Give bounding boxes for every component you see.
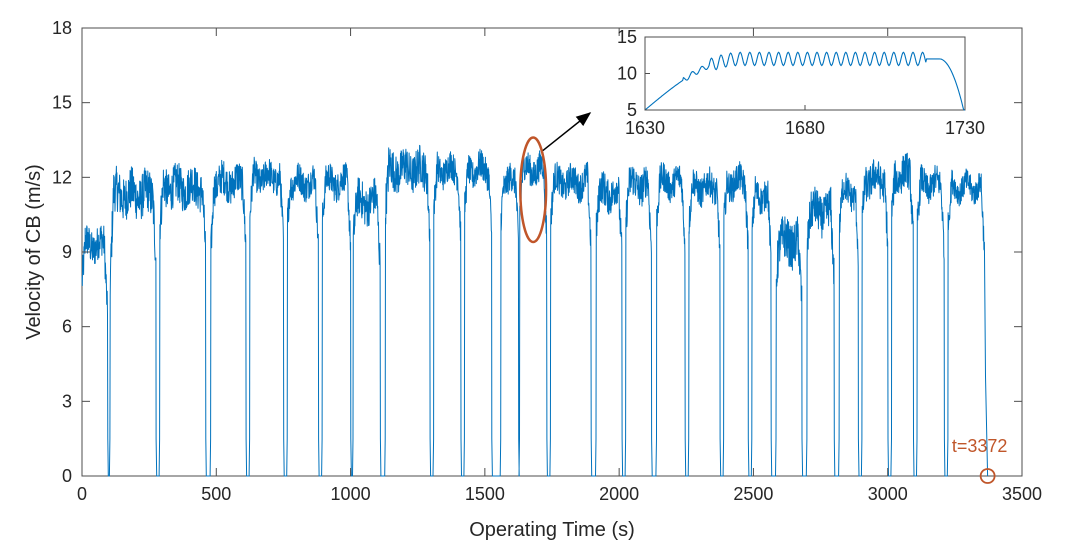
y-tick-label: 9	[62, 242, 72, 262]
x-tick-label: 2500	[733, 484, 773, 504]
inset-x-axis-ticks: 1630 1680 1730	[625, 105, 985, 138]
x-tick-label: 1500	[465, 484, 505, 504]
x-tick-label: 3000	[868, 484, 908, 504]
y-tick-label: 15	[52, 93, 72, 113]
x-tick-label: 2000	[599, 484, 639, 504]
velocity-line	[81, 144, 989, 477]
x-tick-label: 0	[77, 484, 87, 504]
inset-x-tick-label: 1730	[945, 118, 985, 138]
y-tick-label: 0	[62, 466, 72, 486]
highlight-ellipse	[519, 136, 548, 244]
x-axis-ticks: 0 500 1000 1500 2000 2500 3000 3500	[77, 28, 1042, 504]
inset-y-tick-label: 5	[627, 100, 637, 120]
y-tick-label: 18	[52, 18, 72, 38]
inset-x-tick-label: 1680	[785, 118, 825, 138]
end-marker-circle	[979, 468, 996, 484]
y-tick-label: 6	[62, 317, 72, 337]
y-tick-label: 12	[52, 167, 72, 187]
x-tick-label: 500	[201, 484, 231, 504]
x-tick-label: 1000	[331, 484, 371, 504]
inset-y-tick-label: 15	[617, 27, 637, 47]
inset-y-axis-ticks: 5 10 15	[617, 27, 650, 120]
y-axis-ticks: 0 3 6 9 12 15 18	[52, 18, 1022, 486]
inset-y-tick-label: 10	[617, 64, 637, 84]
y-axis-label: Velocity of CB (m/s)	[23, 164, 45, 340]
inset-x-tick-label: 1630	[625, 118, 665, 138]
main-series	[81, 144, 989, 477]
y-tick-label: 3	[62, 391, 72, 411]
inset-plot-area	[644, 36, 966, 111]
end-marker-label: t=3372	[952, 436, 1008, 456]
x-tick-label: 3500	[1002, 484, 1042, 504]
inset-chart: 1630 1680 1730 5 10 15	[617, 27, 985, 138]
zoom-arrow	[542, 112, 592, 152]
end-marker: t=3372	[952, 436, 1008, 484]
inset-velocity-line	[644, 51, 965, 111]
x-axis-label: Operating Time (s)	[469, 519, 635, 541]
inset-series	[644, 51, 965, 111]
